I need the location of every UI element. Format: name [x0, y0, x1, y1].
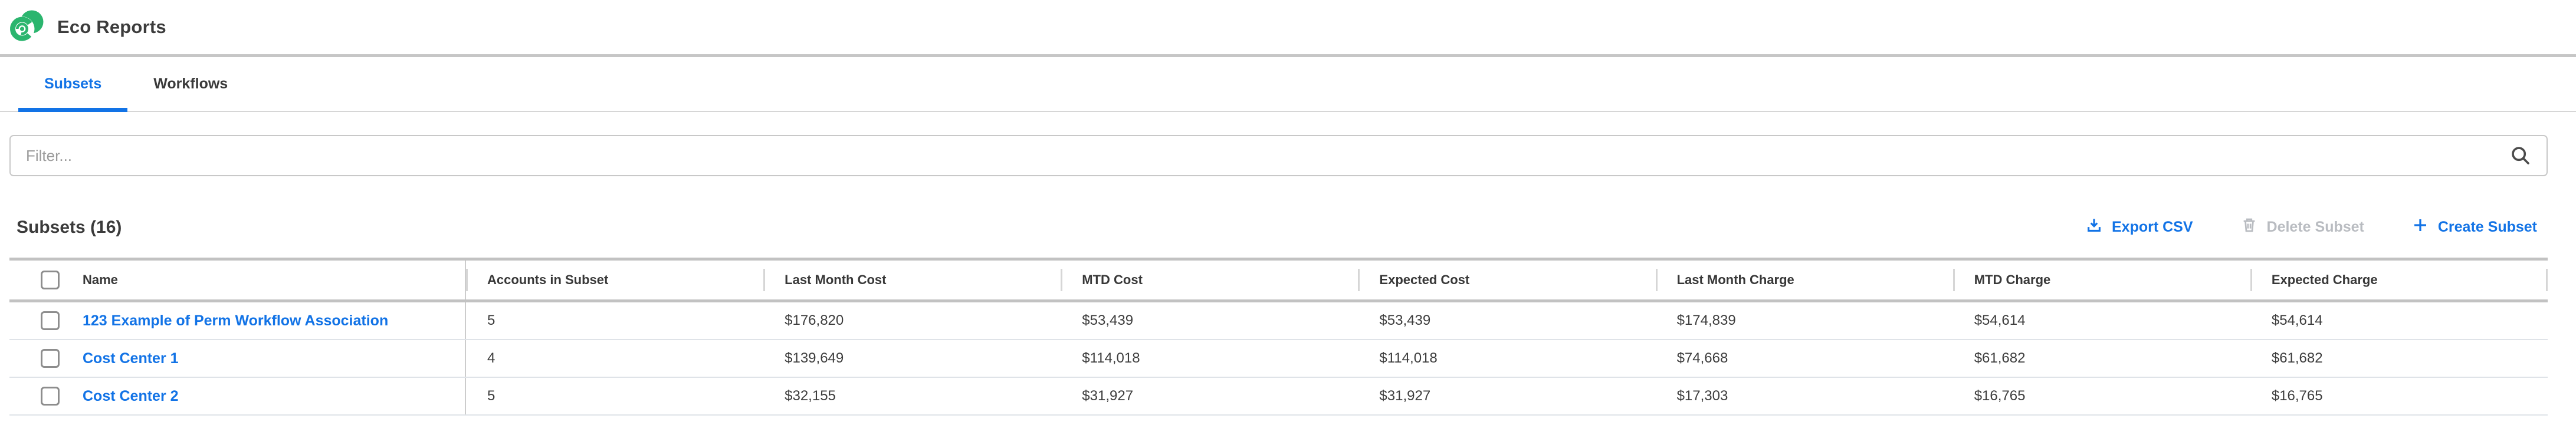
cell-mtd-cost: $53,439	[1082, 312, 1134, 328]
cell-accounts: 5	[487, 312, 495, 328]
app-header: Eco Reports	[0, 0, 2576, 57]
toolbar-actions: Export CSV Delete Subset	[2085, 216, 2548, 238]
table-row: Cost Center 2 5 $32,155 $31,927 $31,927 …	[9, 378, 2548, 416]
cell-last-month-cost: $139,649	[785, 350, 844, 366]
cell-mtd-charge: $61,682	[1974, 350, 2026, 366]
header-cell-last-month-charge: Last Month Charge	[1656, 261, 1953, 299]
cell-mtd-cost: $31,927	[1082, 388, 1134, 404]
header-cell-expected-cost: Expected Cost	[1358, 261, 1655, 299]
plus-icon	[2411, 216, 2429, 238]
cell-mtd-charge: $16,765	[1974, 388, 2026, 404]
main-content: Subsets (16) Export CSV	[0, 135, 2576, 416]
cell-mtd-cost: $114,018	[1082, 350, 1140, 366]
tab-bar: Subsets Workflows	[0, 57, 2576, 112]
cell-last-month-charge: $17,303	[1676, 388, 1728, 404]
create-subset-button[interactable]: Create Subset	[2411, 216, 2537, 238]
cell-expected-cost: $114,018	[1379, 350, 1438, 366]
cell-mtd-charge: $54,614	[1974, 312, 2026, 328]
export-csv-button[interactable]: Export CSV	[2085, 216, 2193, 238]
subset-name-link[interactable]: Cost Center 1	[83, 350, 179, 367]
subset-name-link[interactable]: 123 Example of Perm Workflow Association	[83, 312, 389, 329]
row-checkbox[interactable]	[41, 387, 60, 406]
filter-bar	[9, 135, 2548, 176]
tab-workflows-label: Workflows	[153, 75, 228, 92]
cell-expected-charge: $54,614	[2271, 312, 2323, 328]
cell-last-month-charge: $74,668	[1676, 350, 1728, 366]
header-cell-expected-charge: Expected Charge	[2250, 261, 2548, 299]
table-row: Cost Center 1 4 $139,649 $114,018 $114,0…	[9, 340, 2548, 378]
tab-subsets-label: Subsets	[44, 75, 102, 92]
filter-input[interactable]	[9, 135, 2548, 176]
subsets-table: Name Accounts in Subset Last Month Cost …	[9, 258, 2548, 416]
delete-subset-label: Delete Subset	[2266, 219, 2364, 235]
subsets-toolbar: Subsets (16) Export CSV	[9, 208, 2548, 246]
table-row: 123 Example of Perm Workflow Association…	[9, 302, 2548, 340]
column-header-name: Name	[83, 272, 118, 287]
row-checkbox[interactable]	[41, 311, 60, 330]
cell-last-month-cost: $176,820	[785, 312, 844, 328]
page-title: Eco Reports	[57, 17, 166, 37]
cell-expected-charge: $16,765	[2271, 388, 2323, 404]
table-header-row: Name Accounts in Subset Last Month Cost …	[9, 261, 2548, 302]
cell-accounts: 5	[487, 388, 495, 404]
cell-accounts: 4	[487, 350, 495, 366]
download-icon	[2085, 216, 2103, 238]
header-cell-name: Name	[9, 261, 466, 299]
select-all-checkbox[interactable]	[41, 271, 60, 289]
header-cell-accounts: Accounts in Subset	[466, 261, 763, 299]
cell-last-month-cost: $32,155	[785, 388, 836, 404]
header-cell-mtd-charge: MTD Charge	[1953, 261, 2250, 299]
subset-name-link[interactable]: Cost Center 2	[83, 387, 179, 404]
trash-icon	[2240, 216, 2258, 238]
search-icon[interactable]	[2508, 143, 2534, 169]
cell-expected-cost: $53,439	[1379, 312, 1431, 328]
tab-subsets[interactable]: Subsets	[18, 57, 128, 112]
subsets-heading: Subsets (16)	[17, 217, 122, 237]
delete-subset-button[interactable]: Delete Subset	[2240, 216, 2364, 238]
row-checkbox[interactable]	[41, 349, 60, 368]
export-csv-label: Export CSV	[2112, 219, 2193, 235]
eco-logo-icon	[8, 10, 45, 44]
tab-workflows[interactable]: Workflows	[127, 57, 254, 111]
create-subset-label: Create Subset	[2437, 219, 2537, 235]
header-cell-last-month-cost: Last Month Cost	[763, 261, 1061, 299]
cell-expected-charge: $61,682	[2271, 350, 2323, 366]
header-cell-mtd-cost: MTD Cost	[1061, 261, 1358, 299]
cell-expected-cost: $31,927	[1379, 388, 1431, 404]
cell-name: Cost Center 2	[9, 378, 466, 414]
cell-last-month-charge: $174,839	[1676, 312, 1736, 328]
cell-name: 123 Example of Perm Workflow Association	[9, 302, 466, 339]
cell-name: Cost Center 1	[9, 340, 466, 377]
